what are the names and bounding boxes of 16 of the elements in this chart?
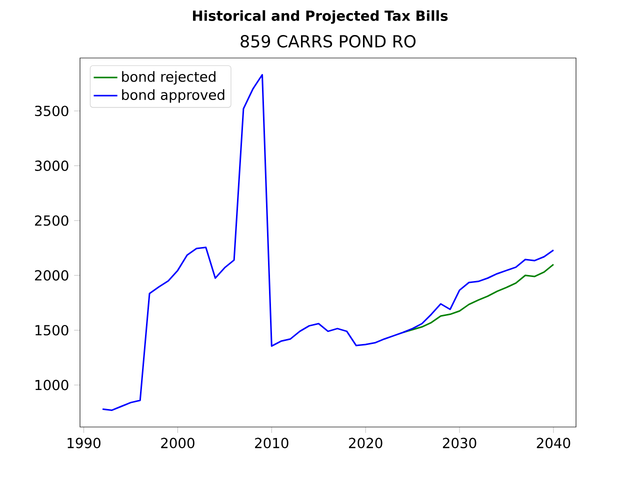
legend-label: bond approved: [122, 89, 224, 103]
y-tick-label: 3000: [35, 160, 68, 171]
x-tick-label: 2000: [161, 438, 194, 448]
y-tick-label: 2500: [35, 215, 68, 226]
y-tick-label: 3500: [35, 106, 68, 116]
x-tick-label: 2010: [255, 438, 288, 448]
y-tick-label: 2000: [35, 270, 68, 281]
x-tick-label: 1990: [68, 438, 100, 448]
y-tick-label: 1000: [36, 380, 68, 390]
chart-subtitle: 859 CARRS POND RO: [240, 35, 416, 48]
y-tick-label: 1500: [36, 324, 68, 336]
x-tick-label: 2020: [348, 438, 382, 448]
x-tick-label: 2040: [536, 438, 570, 448]
chart-title: Historical and Projected Tax Bills: [193, 10, 448, 24]
legend-label: bond rejected: [122, 71, 216, 85]
x-tick-label: 2030: [442, 438, 476, 448]
